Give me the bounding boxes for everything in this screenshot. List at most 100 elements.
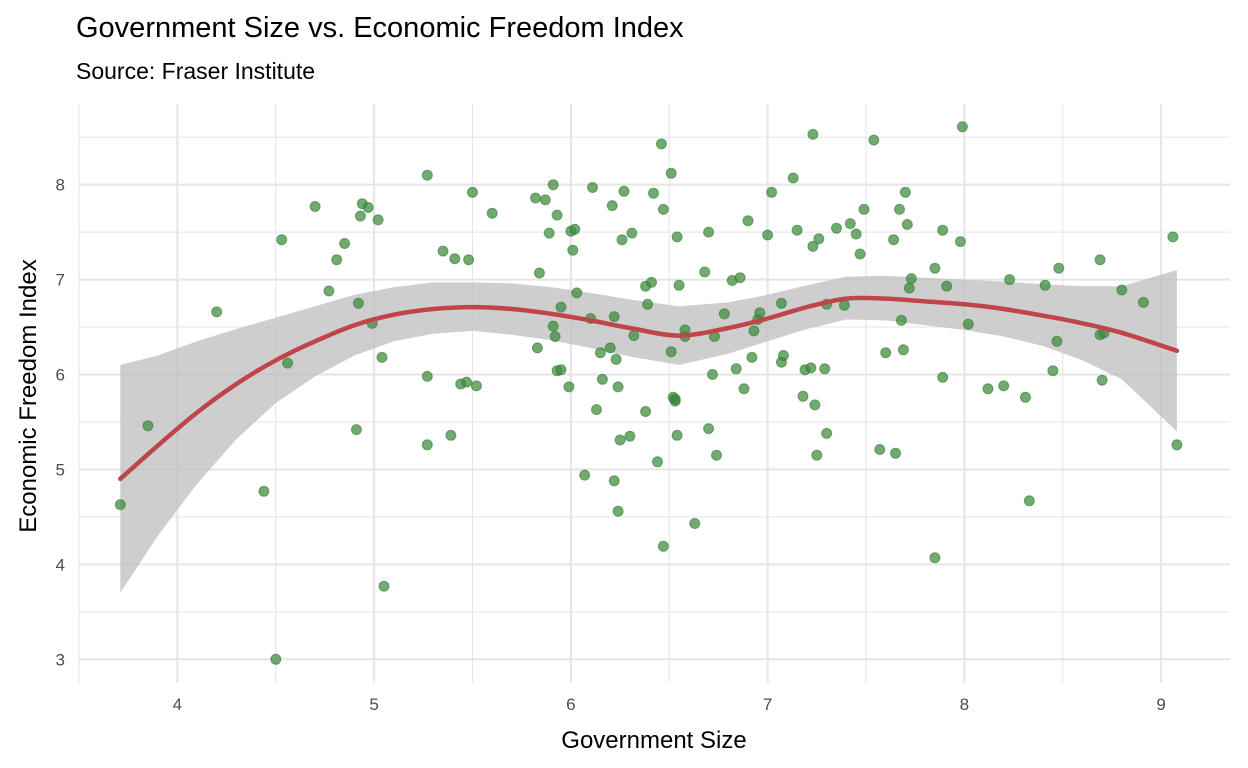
data-point: [533, 267, 545, 279]
data-point: [352, 297, 364, 309]
data-point: [746, 351, 758, 363]
data-point: [530, 192, 541, 204]
data-point: [276, 234, 288, 246]
x-axis-title: Government Size: [561, 727, 746, 754]
data-point: [890, 447, 901, 459]
confidence-ribbon: [120, 270, 1177, 593]
data-point: [569, 223, 581, 235]
data-point: [905, 273, 917, 285]
y-axis-title: Economic Freedom Index: [15, 259, 42, 532]
data-point: [616, 234, 628, 246]
data-point: [819, 363, 831, 375]
data-point: [1039, 279, 1051, 291]
data-point: [777, 350, 789, 361]
data-point: [1167, 231, 1179, 243]
data-point: [1053, 262, 1065, 274]
data-point: [282, 357, 294, 369]
data-point: [809, 399, 821, 411]
data-point: [1171, 439, 1183, 451]
data-point: [941, 280, 953, 292]
data-point: [671, 231, 683, 243]
data-points: [114, 121, 1183, 665]
data-point: [734, 272, 746, 284]
y-tick-label: 8: [56, 176, 65, 195]
data-point: [838, 299, 850, 311]
data-point: [707, 369, 718, 380]
y-tick-label: 5: [56, 460, 65, 479]
data-point: [449, 253, 461, 265]
data-point: [626, 227, 638, 239]
data-point: [1047, 365, 1059, 377]
data-point: [470, 380, 482, 392]
data-point: [655, 138, 667, 150]
data-point: [378, 580, 390, 592]
x-tick-label: 5: [369, 695, 378, 714]
data-point: [376, 351, 388, 363]
data-point: [738, 383, 750, 395]
data-point: [372, 214, 384, 226]
data-point: [787, 172, 799, 184]
data-point: [929, 262, 941, 274]
data-point: [1116, 284, 1128, 296]
data-point: [323, 285, 335, 297]
y-tick-label: 4: [56, 555, 65, 574]
data-point: [437, 245, 449, 257]
data-point: [669, 393, 681, 405]
data-point: [211, 306, 223, 318]
data-point: [547, 320, 559, 332]
data-point: [421, 439, 433, 451]
data-point: [610, 353, 622, 365]
data-point: [486, 207, 498, 219]
data-point: [624, 430, 636, 442]
data-point: [956, 121, 968, 133]
data-point: [673, 279, 685, 291]
data-point: [421, 169, 433, 181]
data-point: [579, 469, 591, 481]
data-point: [858, 203, 870, 215]
data-point: [775, 297, 787, 309]
data-point: [642, 298, 654, 310]
data-point: [821, 427, 833, 439]
data-point: [813, 233, 825, 245]
data-point: [954, 236, 966, 248]
x-tick-label: 6: [566, 695, 575, 714]
data-point: [754, 307, 766, 319]
data-point: [850, 228, 862, 240]
data-point: [612, 505, 624, 517]
data-point: [791, 224, 803, 236]
x-axis-tick-labels: 4 5 6 7 8 9: [173, 695, 1166, 714]
data-point: [937, 371, 949, 383]
chart-title: Government Size vs. Economic Freedom Ind…: [76, 12, 684, 44]
data-point: [350, 424, 362, 436]
major-gridlines: [79, 104, 1230, 683]
minor-gridlines: [78, 104, 1230, 683]
data-point: [646, 276, 657, 288]
chart-subtitle: Source: Fraser Institute: [76, 58, 316, 84]
x-tick-label: 7: [763, 695, 772, 714]
data-point: [608, 311, 620, 323]
data-point: [1019, 391, 1031, 403]
data-point: [844, 218, 856, 230]
data-point: [937, 224, 949, 236]
data-point: [748, 325, 760, 337]
y-tick-label: 3: [56, 650, 65, 669]
data-point: [467, 186, 478, 198]
data-point: [258, 485, 270, 497]
data-point: [665, 167, 677, 179]
data-point: [807, 240, 819, 252]
data-point: [711, 449, 722, 461]
data-point: [618, 185, 630, 197]
data-point: [854, 248, 866, 260]
data-point: [539, 194, 551, 206]
data-point: [354, 210, 366, 222]
data-point: [811, 449, 823, 461]
data-point: [703, 423, 715, 435]
y-tick-label: 7: [56, 271, 65, 290]
data-point: [563, 381, 575, 393]
smooth-trend-line: [118, 295, 1180, 482]
data-point: [703, 226, 715, 238]
data-point: [689, 518, 701, 529]
data-point: [899, 186, 911, 198]
data-point: [1096, 374, 1108, 386]
